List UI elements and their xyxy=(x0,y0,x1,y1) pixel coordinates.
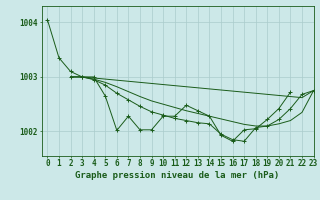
X-axis label: Graphe pression niveau de la mer (hPa): Graphe pression niveau de la mer (hPa) xyxy=(76,171,280,180)
